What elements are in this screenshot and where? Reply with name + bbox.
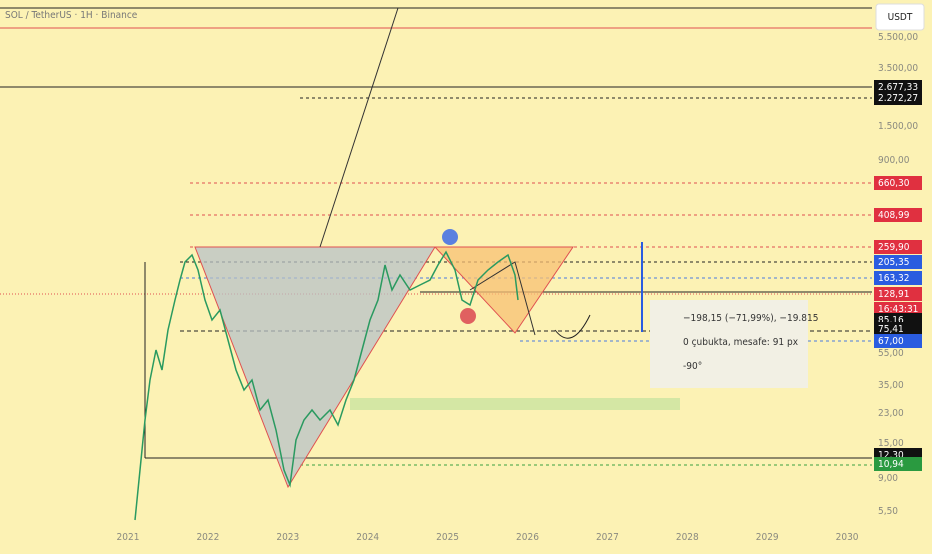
time-label: 2024: [356, 532, 379, 543]
price-badge-label: 660,30: [878, 178, 910, 189]
marker: [442, 229, 458, 245]
price-badge: [874, 208, 922, 222]
time-label: 2025: [436, 532, 459, 543]
price-label: 5,50: [878, 506, 898, 517]
price-badge-label: 408,99: [878, 210, 910, 221]
symbol-title: SOL / TetherUS · 1H · Binance: [5, 10, 138, 21]
price-badge: [874, 255, 922, 269]
price-badge-label: 75,41: [878, 324, 904, 335]
price-label: 5.500,00: [878, 32, 918, 43]
marker: [460, 308, 476, 324]
price-badge-label: 2.272,27: [878, 93, 918, 104]
price-line: [134, 250, 519, 521]
time-label: 2030: [836, 532, 859, 543]
currency-button[interactable]: [875, 3, 925, 31]
price-badge-label: 12,30: [878, 450, 904, 461]
time-label: 2029: [756, 532, 779, 543]
price-label: 3.500,00: [878, 63, 918, 74]
price-label: 9,00: [878, 473, 898, 484]
price-badge: [874, 240, 922, 254]
price-badge: [874, 91, 922, 105]
price-badge: [874, 334, 922, 348]
measure-tooltip: [650, 300, 808, 388]
price-label: 35,00: [878, 380, 904, 391]
price-label: 55,00: [878, 348, 904, 359]
price-label: 23,00: [878, 408, 904, 419]
price-badge: [874, 271, 922, 285]
time-label: 2021: [117, 532, 140, 543]
price-badge-label: 67,00: [878, 336, 904, 347]
price-label: 15,00: [878, 438, 904, 449]
price-badge-label: 16:43:31: [878, 304, 918, 315]
price-label: 900,00: [878, 155, 910, 166]
currency-button-label[interactable]: USDT: [888, 12, 913, 23]
time-label: 2028: [676, 532, 699, 543]
tooltip-line: -90°: [683, 361, 702, 372]
time-label: 2026: [516, 532, 539, 543]
price-badge-label: 10,94: [878, 459, 904, 470]
price-badge-label: 259,90: [878, 242, 910, 253]
price-badge-label: 128,91: [878, 289, 909, 300]
tooltip-line: −198,15 (−71,99%), −19.815: [683, 313, 818, 324]
price-badge: [874, 302, 922, 316]
zone: [350, 398, 680, 410]
time-label: 2027: [596, 532, 619, 543]
tooltip-line: 0 çubukta, mesafe: 91 px: [683, 337, 799, 348]
arrow: [469, 261, 536, 336]
arrow: [319, 7, 399, 248]
price-badge: [874, 80, 922, 94]
time-label: 2023: [276, 532, 299, 543]
price-badge: [874, 457, 922, 471]
price-badge-label: 205,35: [878, 257, 909, 268]
price-label: 1.500,00: [878, 121, 918, 132]
time-label: 2022: [196, 532, 219, 543]
price-badge-label: 2.677,33: [878, 82, 918, 93]
price-badge: [874, 176, 922, 190]
price-badge: [874, 322, 922, 336]
price-badge-label: 85,16: [878, 315, 904, 326]
arrow: [554, 314, 591, 339]
price-badge: [874, 287, 922, 301]
price-badge-label: 163,32: [878, 273, 909, 284]
